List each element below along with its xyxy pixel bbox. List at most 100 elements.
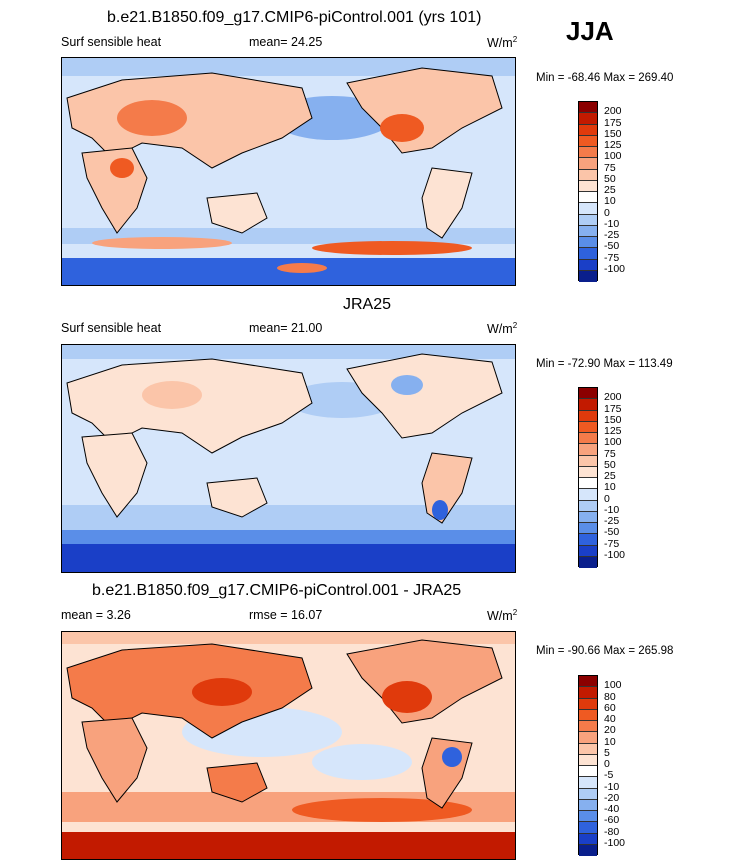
panel2-title: JRA25 bbox=[343, 296, 392, 313]
colorbar-swatch bbox=[579, 709, 597, 721]
south-america-cool bbox=[442, 747, 462, 767]
colorbar-swatch bbox=[579, 421, 597, 433]
south-america-landmass bbox=[421, 167, 473, 239]
australia-landmass bbox=[206, 192, 268, 234]
panel1-map bbox=[61, 57, 516, 286]
colorbar-tick-label: -20 bbox=[604, 791, 620, 804]
colorbar-swatch bbox=[579, 147, 597, 159]
colorbar-tick-label: 60 bbox=[604, 701, 616, 714]
colorbar-tick-label: 125 bbox=[604, 425, 622, 437]
colorbar-tick-label: 50 bbox=[604, 172, 616, 185]
colorbar-tick-label: 150 bbox=[604, 127, 622, 140]
colorbar-swatch bbox=[579, 743, 597, 755]
colorbar-swatch bbox=[579, 455, 597, 467]
panel3-map bbox=[61, 631, 516, 860]
central-asia-warm bbox=[142, 381, 202, 409]
colorbar-swatch bbox=[579, 822, 597, 834]
colorbar-swatch bbox=[579, 500, 597, 512]
colorbar-tick-label: 75 bbox=[604, 161, 616, 174]
panel2-map bbox=[61, 344, 516, 573]
colorbar-tick-label: 150 bbox=[604, 413, 622, 426]
horn-of-africa-hot bbox=[110, 158, 134, 178]
arctic-region bbox=[62, 58, 515, 76]
colorbar-tick-label: 100 bbox=[604, 150, 622, 163]
colorbar-swatch bbox=[579, 698, 597, 710]
colorbar-swatch bbox=[579, 192, 597, 204]
colorbar-swatch bbox=[579, 534, 597, 546]
colorbar-swatch bbox=[579, 523, 597, 535]
colorbar-tick-label: 0 bbox=[604, 206, 610, 219]
colorbar-tick-label: 5 bbox=[604, 746, 610, 759]
colorbar-swatch bbox=[579, 399, 597, 411]
colorbar-tick-label: 200 bbox=[604, 105, 622, 118]
colorbar-swatch bbox=[579, 203, 597, 215]
colorbar-swatch bbox=[579, 687, 597, 699]
colorbar-swatch bbox=[579, 388, 597, 400]
colorbar-tick-label: 125 bbox=[604, 139, 622, 151]
panel1-variable-label: Surf sensible heat bbox=[61, 35, 162, 49]
colorbar-swatch bbox=[579, 113, 597, 125]
antarctic-hotspot bbox=[277, 263, 327, 273]
colorbar-swatch bbox=[579, 766, 597, 778]
southern-ocean-cool bbox=[62, 530, 515, 544]
colorbar-tick-label: -75 bbox=[604, 251, 620, 264]
colorbar-swatch bbox=[579, 158, 597, 170]
colorbar-swatch bbox=[579, 102, 597, 114]
colorbar-tick-label: 25 bbox=[604, 184, 616, 196]
africa-landmass bbox=[81, 717, 148, 803]
colorbar-swatch bbox=[579, 248, 597, 260]
colorbar-swatch bbox=[579, 732, 597, 744]
colorbar-tick-label: -5 bbox=[604, 769, 614, 782]
colorbar-swatch bbox=[579, 833, 597, 845]
colorbar-tick-label: 10 bbox=[604, 195, 616, 208]
colorbar-tick-label: -50 bbox=[604, 526, 620, 539]
panel2-minmax: Min = -72.90 Max = 113.49 bbox=[536, 358, 673, 370]
colorbar-swatch bbox=[579, 799, 597, 811]
africa-landmass bbox=[81, 432, 148, 518]
colorbar-tick-label: 20 bbox=[604, 724, 616, 737]
eurasia-landmass bbox=[66, 643, 313, 739]
colorbar-swatch bbox=[579, 237, 597, 249]
panel1-map-svg bbox=[62, 58, 515, 285]
colorbar-tick-label: 50 bbox=[604, 458, 616, 471]
colorbar-tick-label: 175 bbox=[604, 116, 622, 129]
southern-ocean-warm-2 bbox=[312, 241, 472, 255]
colorbar-tick-label: -80 bbox=[604, 825, 620, 838]
australia-landmass bbox=[206, 477, 268, 518]
panel3-colorbar bbox=[578, 675, 598, 856]
colorbar-tick-label: -25 bbox=[604, 515, 620, 527]
east-asia-hot bbox=[192, 678, 252, 706]
panel3-minmax: Min = -90.66 Max = 265.98 bbox=[536, 645, 674, 657]
colorbar-swatch bbox=[579, 124, 597, 136]
colorbar-swatch bbox=[579, 788, 597, 800]
colorbar-tick-label: -100 bbox=[604, 836, 626, 849]
colorbar-tick-label: 10 bbox=[604, 481, 616, 494]
panel1-colorbar bbox=[578, 101, 598, 282]
colorbar-tick-label: 100 bbox=[604, 679, 622, 692]
colorbar-swatch bbox=[579, 444, 597, 456]
colorbar-swatch bbox=[579, 410, 597, 422]
north-america-hot bbox=[380, 114, 424, 142]
panel3-units: W/m2 bbox=[487, 608, 518, 624]
arctic-region bbox=[62, 632, 515, 644]
colorbar-swatch bbox=[579, 489, 597, 501]
eurasia-landmass bbox=[66, 72, 313, 169]
panel2-mean-label: mean= 21.00 bbox=[249, 321, 323, 335]
panel3-map-svg bbox=[62, 632, 515, 859]
colorbar-tick-label: 25 bbox=[604, 470, 616, 482]
season-label: JJA bbox=[566, 16, 614, 46]
colorbar-tick-label: -60 bbox=[604, 814, 620, 827]
colorbar-tick-label: -100 bbox=[604, 262, 626, 275]
colorbar-swatch bbox=[579, 478, 597, 490]
colorbar-tick-label: -40 bbox=[604, 803, 620, 815]
southern-ocean-warm-1 bbox=[92, 237, 232, 249]
panel3-rmse-label: rmse = 16.07 bbox=[249, 608, 323, 622]
colorbar-swatch bbox=[579, 721, 597, 733]
colorbar-swatch bbox=[579, 556, 597, 568]
north-america-cool bbox=[391, 375, 423, 395]
colorbar-tick-label: 0 bbox=[604, 492, 610, 505]
antarctic-region bbox=[62, 832, 515, 859]
colorbar-swatch bbox=[579, 214, 597, 226]
colorbar-tick-label: 0 bbox=[604, 758, 610, 770]
colorbar-tick-label: -10 bbox=[604, 780, 620, 793]
